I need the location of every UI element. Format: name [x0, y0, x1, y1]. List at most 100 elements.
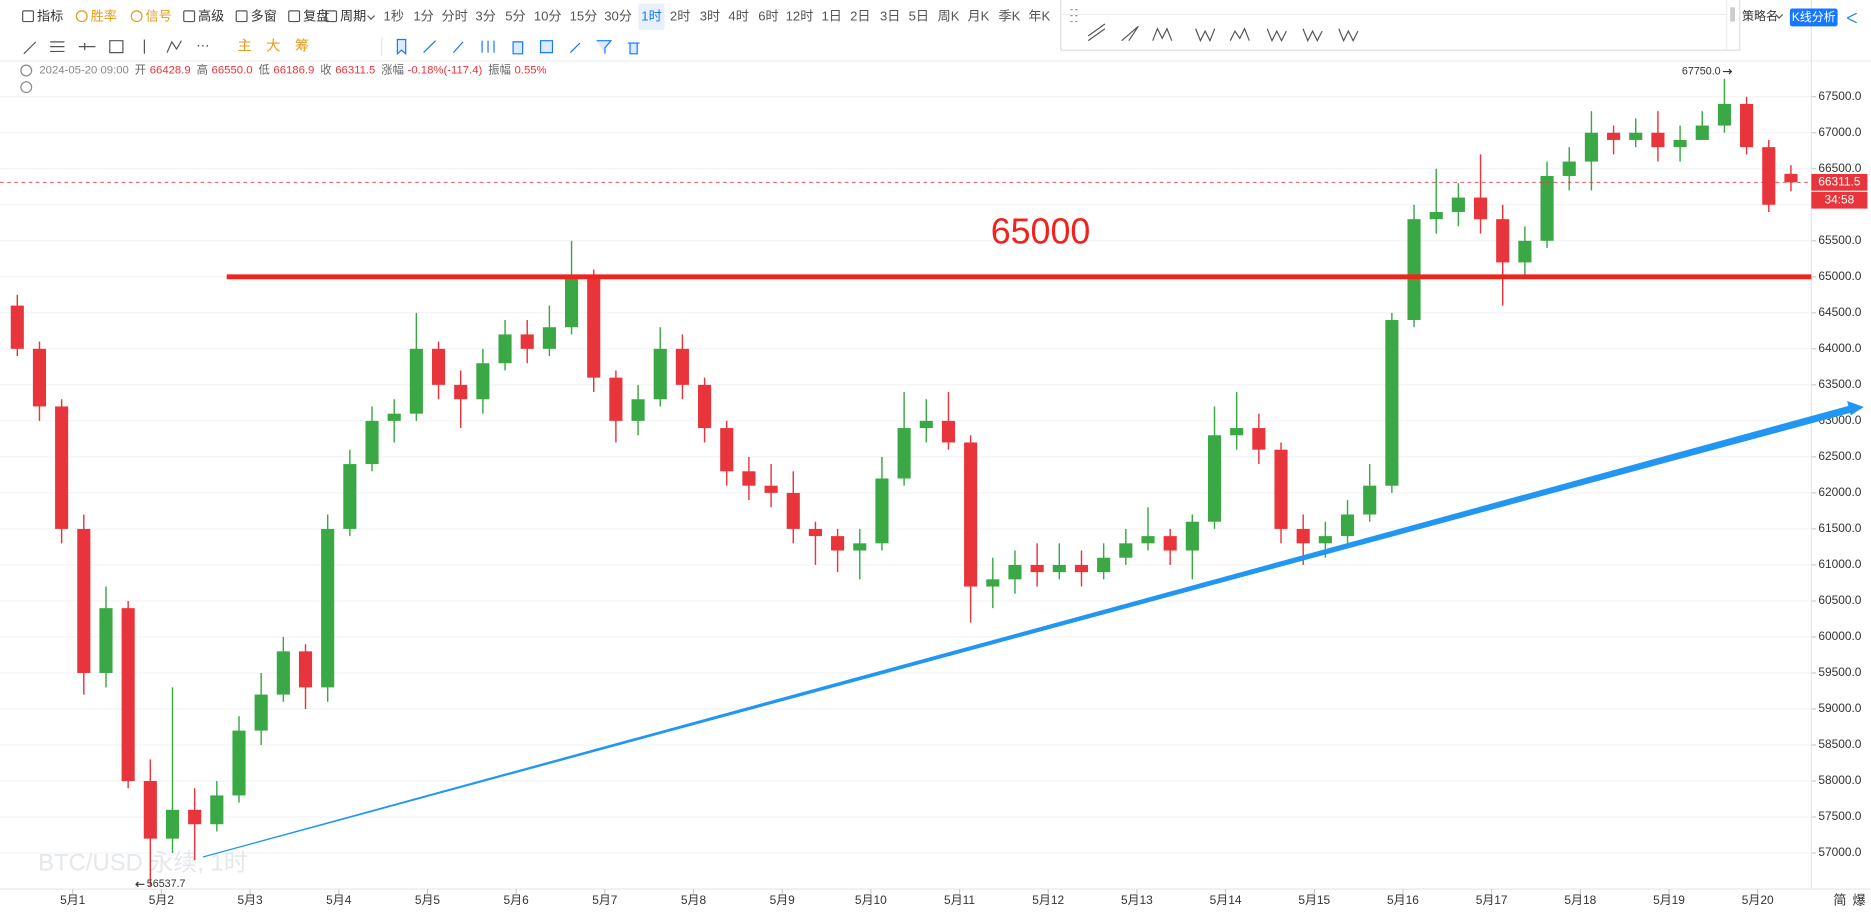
period-button[interactable]: 10分 — [534, 8, 562, 23]
collapse-icon — [20, 64, 33, 77]
candle-body — [387, 413, 401, 421]
candle-body — [431, 348, 446, 385]
x-tick-label: 5月4 — [326, 893, 352, 907]
period-button[interactable]: 周K — [938, 8, 960, 23]
toolbar-button[interactable]: 复盘 — [303, 7, 329, 23]
y-tick-label: 62500.0 — [1818, 449, 1861, 463]
panel-grip — [1070, 9, 1078, 23]
x-tick-label: 5月1 — [60, 893, 86, 907]
period-button[interactable]: 1日 — [821, 8, 841, 23]
candle-body — [1163, 536, 1177, 551]
low-marker-arrow — [135, 881, 145, 888]
period-button[interactable]: 3分 — [475, 8, 495, 23]
expand-icon — [20, 81, 33, 94]
candle-body — [77, 528, 91, 673]
period-button[interactable]: 12时 — [786, 8, 814, 23]
x-tick-label: 5月20 — [1742, 893, 1774, 907]
period-button[interactable]: 2日 — [850, 8, 870, 23]
toolbar-icon — [183, 10, 196, 23]
candle-body — [1717, 103, 1731, 126]
candle-body — [365, 420, 379, 465]
candle-body — [897, 428, 911, 479]
strategy-select[interactable]: 策略名 — [1742, 9, 1778, 23]
candle-body — [1562, 161, 1576, 176]
info-label: 低 — [258, 64, 269, 77]
candle-body — [1429, 211, 1443, 220]
candle-body — [298, 651, 313, 688]
candle-body — [232, 730, 246, 796]
toolbar-button[interactable]: 信号 — [146, 8, 172, 23]
candle-body — [1141, 536, 1155, 544]
toolbar-button[interactable]: 指标 — [37, 8, 63, 23]
candle-body — [1252, 428, 1266, 450]
y-tick-label: 67500.0 — [1818, 89, 1861, 103]
corner-label[interactable]: 爆 — [1853, 892, 1866, 907]
period-button[interactable]: 5日 — [909, 8, 929, 23]
x-tick-label: 5月19 — [1653, 893, 1685, 907]
candle-body — [941, 420, 956, 443]
period-button[interactable]: 30分 — [604, 8, 632, 23]
y-tick-label: 65500.0 — [1818, 233, 1861, 247]
candle-body — [653, 348, 667, 400]
toolbar-button[interactable]: 多窗 — [251, 7, 277, 23]
ui-layer: 指标 胜率 信号 高级 多窗 复盘 周期 1秒 1分 分时 3分 5分 10分 15分 30分 1时 2时 3时 4… — [20, 3, 1866, 907]
y-tick-label: 61500.0 — [1818, 521, 1861, 535]
period-button[interactable]: 1分 — [413, 8, 433, 23]
y-tick-label: 60500.0 — [1818, 593, 1861, 607]
candle-body — [786, 492, 800, 529]
period-button[interactable]: 5分 — [505, 8, 525, 23]
y-tick-label: 58000.0 — [1818, 773, 1861, 787]
period-button[interactable]: 3时 — [700, 8, 720, 23]
candle-body — [1762, 147, 1776, 205]
candle-body — [1673, 139, 1687, 148]
indicator-button[interactable]: 筹 — [295, 37, 309, 54]
x-tick-label: 5月6 — [504, 893, 530, 907]
panel-scroll-thumb — [1730, 7, 1735, 22]
period-button[interactable]: 6时 — [758, 8, 778, 23]
high-marker-arrow — [1723, 68, 1733, 75]
candle-body — [764, 485, 778, 493]
period-button[interactable]: 1时 — [641, 8, 661, 23]
candle-body — [986, 579, 1000, 587]
period-button[interactable]: 2时 — [670, 8, 690, 23]
candle-body — [1784, 173, 1798, 183]
trend-line — [202, 404, 1855, 858]
corner-label[interactable]: 简 — [1833, 891, 1846, 907]
candle-body — [321, 528, 335, 688]
indicator-button[interactable]: 主 — [237, 37, 251, 54]
y-tick-label: 60000.0 — [1818, 629, 1861, 643]
candle-body — [454, 384, 468, 400]
x-tick-label: 5月5 — [415, 893, 441, 907]
candle-body — [1030, 564, 1044, 573]
indicator-button[interactable]: 大 — [266, 37, 280, 54]
period-button[interactable]: 4时 — [728, 8, 748, 23]
period-button[interactable]: 年K — [1028, 8, 1050, 23]
info-label: 涨幅 — [381, 64, 404, 77]
period-button[interactable]: 1秒 — [384, 8, 404, 23]
share-icon — [1846, 12, 1857, 24]
x-tick-label: 5月7 — [592, 893, 618, 907]
candle-body — [1363, 485, 1377, 515]
toolbar-button[interactable]: 周期 — [340, 8, 366, 23]
x-tick-label: 5月8 — [681, 893, 707, 907]
candle-body — [1584, 132, 1598, 162]
last-price-box — [1811, 173, 1868, 191]
toolbar-button[interactable]: 高级 — [198, 7, 224, 23]
y-tick-label: 62000.0 — [1818, 485, 1861, 499]
period-button[interactable]: 月K — [968, 8, 990, 23]
y-tick-label: 64000.0 — [1818, 341, 1861, 355]
info-label: 振幅 — [488, 63, 511, 77]
toolbar-button[interactable]: 胜率 — [91, 7, 117, 23]
period-button[interactable]: 季K — [999, 8, 1021, 23]
candle-body — [276, 651, 290, 695]
candle-body — [121, 608, 135, 782]
candle-body — [1318, 536, 1332, 544]
period-button[interactable]: 3日 — [880, 8, 900, 23]
period-button[interactable]: 分时 — [442, 8, 468, 23]
candle-body — [210, 795, 224, 825]
candle-body — [1607, 132, 1621, 140]
period-button[interactable]: 15分 — [570, 8, 598, 23]
y-tick-label: 63500.0 — [1818, 377, 1861, 391]
analysis-button[interactable]: K线分析 — [1792, 10, 1836, 24]
y-tick-label: 67000.0 — [1818, 125, 1861, 139]
